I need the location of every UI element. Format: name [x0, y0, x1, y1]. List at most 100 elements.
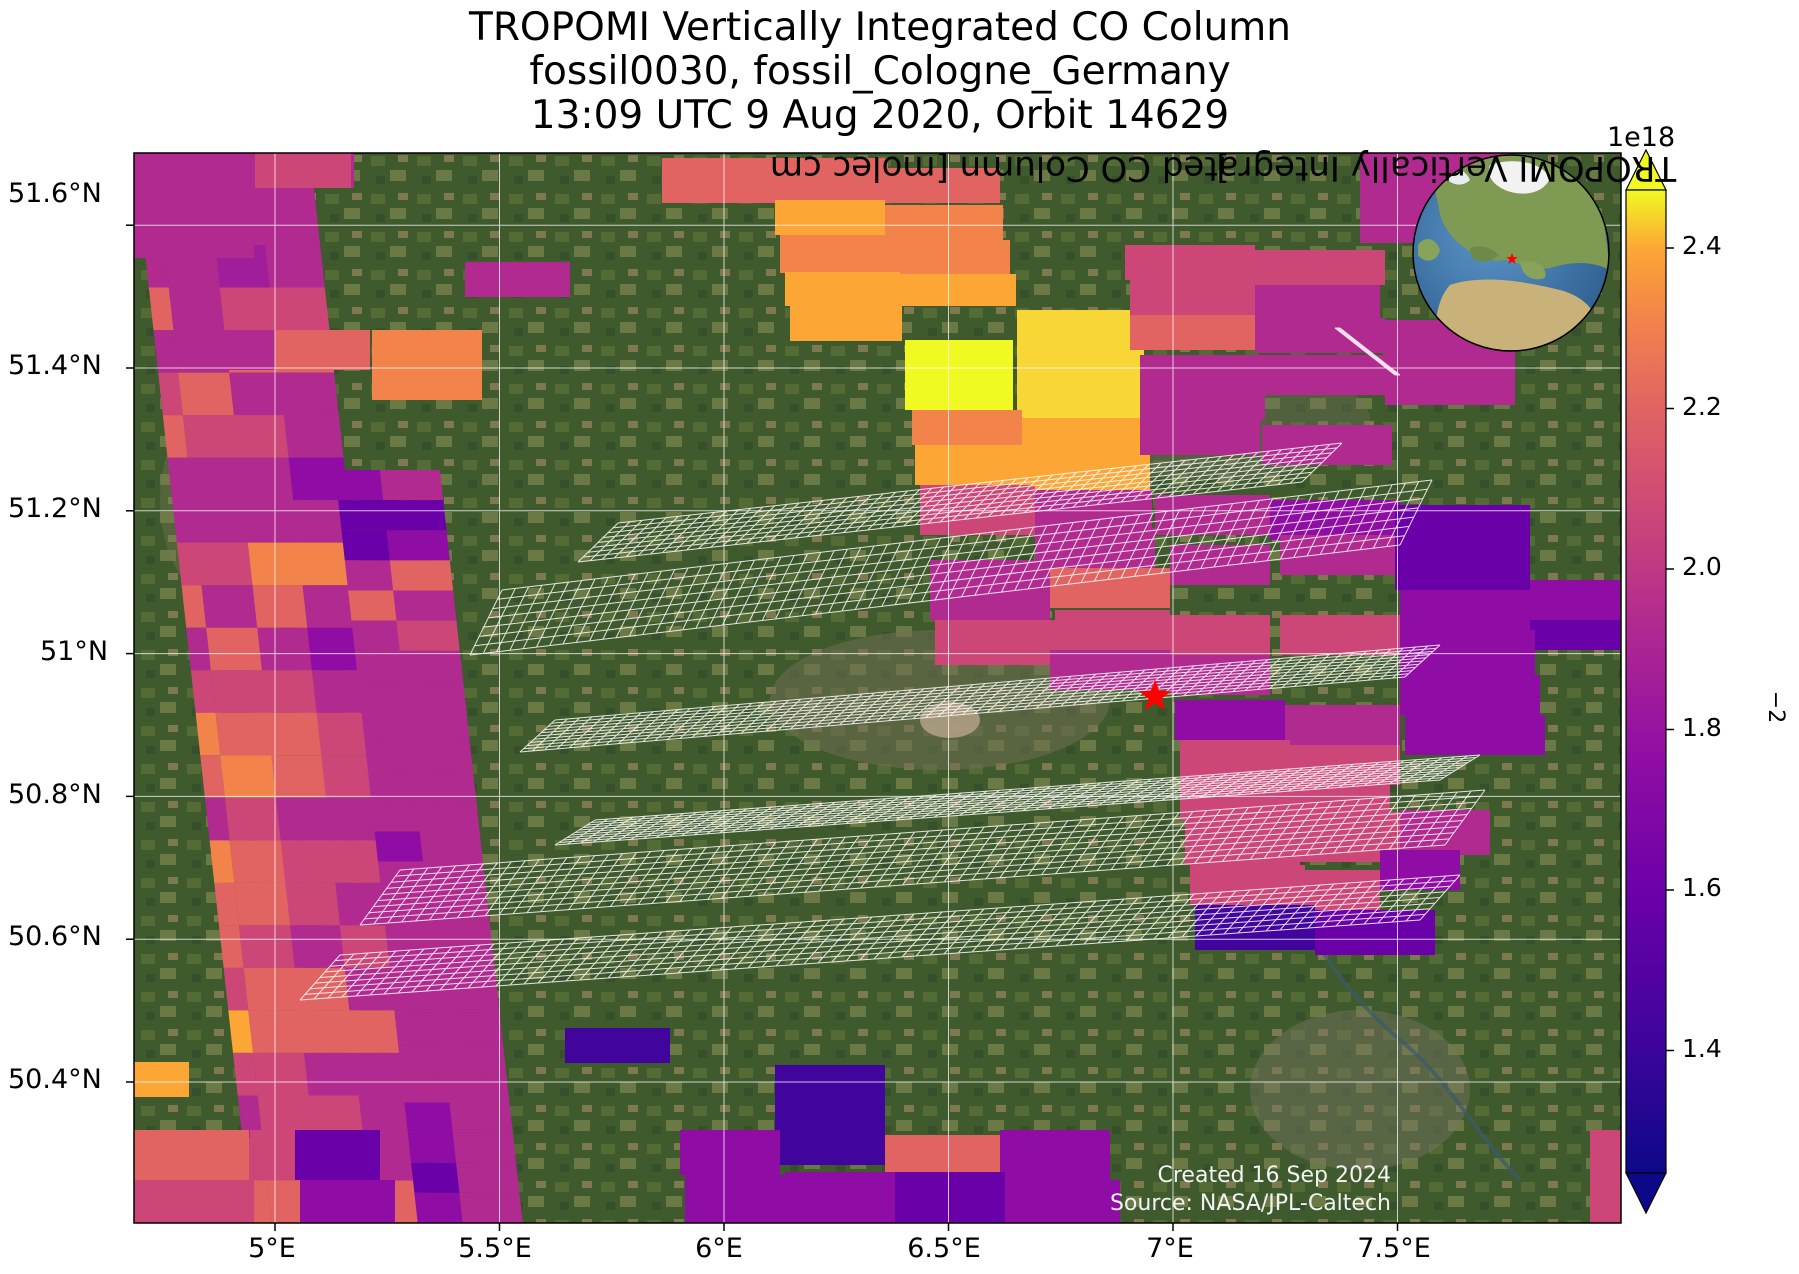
footprint-col-line [1013, 821, 1055, 878]
footprint-col-line [868, 542, 902, 609]
co-pixel [1530, 620, 1621, 650]
footprint-col-line [589, 575, 623, 642]
footprint-col-line [887, 912, 929, 959]
footprint-col-line [929, 909, 971, 956]
footprint-col-line [851, 691, 888, 725]
lat-tick-label: 50.6°N [8, 921, 102, 952]
footprint-col-line [1035, 675, 1072, 709]
footprint-col-line [937, 684, 974, 717]
co-pixel [1195, 905, 1315, 950]
footprint-col-line [803, 918, 845, 965]
colorbar-label-superscript: −2 [1763, 690, 1788, 724]
footprint-col-line [761, 555, 795, 621]
co-pixel [915, 445, 1030, 485]
colorbar-tick-label: 2.4 [1682, 231, 1722, 260]
footprint-col-line [971, 788, 1013, 815]
footprint-col-line [1110, 814, 1152, 870]
footprint-col-line [794, 801, 836, 828]
footprint-col-line [698, 509, 740, 550]
colorbar-multiplier: 1e18 [1607, 122, 1676, 153]
footprint-col-line [655, 567, 689, 634]
footprint-col-line [1060, 782, 1101, 809]
footprint-col-line [1223, 888, 1265, 935]
footprint-col-line [1321, 881, 1363, 928]
co-pixel [1000, 1130, 1110, 1180]
footprint-col-line [859, 914, 901, 961]
footprint-col-line [1023, 676, 1060, 710]
inset-globe [1412, 154, 1610, 352]
footprint-col-line [1054, 520, 1088, 587]
co-pixel [1380, 850, 1460, 890]
co-pixel [190, 670, 216, 713]
footprint-col-line [1375, 794, 1416, 851]
lat-tick-label: 50.4°N [8, 1064, 102, 1095]
footprint-col-line [654, 708, 691, 741]
footprint-col-line [939, 482, 981, 523]
co-pixel [218, 925, 244, 968]
co-pixel [168, 287, 229, 331]
footprint-col-line [841, 545, 875, 612]
footprint-col-line [575, 577, 609, 643]
footprint-col-line [807, 801, 849, 827]
footprint-col-line [1306, 490, 1340, 557]
footprint-col-line [734, 505, 776, 546]
co-pixel [311, 670, 372, 713]
footprint-col-line [896, 794, 937, 821]
footprint-col-line [1111, 896, 1153, 943]
co-pixel [413, 771, 477, 802]
footprint-col-line [832, 799, 874, 825]
footprint-col-line [789, 919, 831, 966]
footprint-col-line [1040, 522, 1074, 588]
footprint-col-line [1355, 648, 1392, 682]
footprint-col-line [916, 828, 957, 885]
co-pixel [890, 240, 1010, 274]
footprint-col-line [509, 939, 551, 986]
footprint-col-line [593, 933, 635, 980]
footprint-col-line [987, 477, 1029, 518]
footprint-col-line [481, 941, 523, 988]
footprint-col-line [915, 485, 957, 526]
co-pixel [243, 967, 304, 1011]
footprint-col-line [662, 513, 703, 554]
footprint-col-line [625, 517, 667, 558]
co-pixel [195, 712, 221, 756]
co-pixel [134, 1180, 254, 1223]
co-pixel [248, 1010, 308, 1053]
footprint-col-line [782, 802, 823, 829]
footprint-col-line [721, 843, 763, 899]
footprint-col-line [1335, 880, 1377, 927]
footprint-col-line [971, 824, 1013, 881]
co-pixel [1170, 615, 1270, 655]
footprint-col-line [1027, 902, 1069, 949]
footprint-col-line [962, 682, 998, 715]
footprint-col-line [710, 507, 752, 548]
co-pixel [1315, 910, 1435, 955]
footprint-col-line [790, 696, 826, 730]
footprint-col-line [984, 788, 1026, 814]
footprint-col-line [544, 717, 580, 751]
footprint-col-line [1080, 517, 1114, 583]
co-pixel [1017, 348, 1144, 418]
footprint-col-line [650, 514, 691, 555]
co-pixel [308, 1095, 369, 1138]
lat-tick-label: 51.6°N [8, 178, 102, 209]
footprint-col-line [1060, 469, 1102, 510]
footprint-col-line [870, 796, 912, 823]
co-pixel [393, 590, 457, 621]
footprint-col-line [679, 706, 716, 739]
co-pixel [192, 500, 252, 543]
footprint-col-line [681, 810, 722, 837]
footprint-col-line [1372, 482, 1406, 549]
footprint-col-line [716, 702, 753, 736]
co-pixel [1050, 650, 1170, 690]
footprint-col-line [1060, 673, 1097, 707]
co-pixel [275, 797, 336, 841]
footprint-col-line [682, 564, 716, 631]
footprint-col-line [1199, 772, 1241, 799]
co-pixel [785, 1172, 895, 1223]
footprint-col-line [655, 812, 697, 838]
co-pixel [299, 1010, 359, 1053]
footprint-col-line [582, 853, 623, 909]
colorbar-tick-label: 2.2 [1682, 392, 1722, 421]
